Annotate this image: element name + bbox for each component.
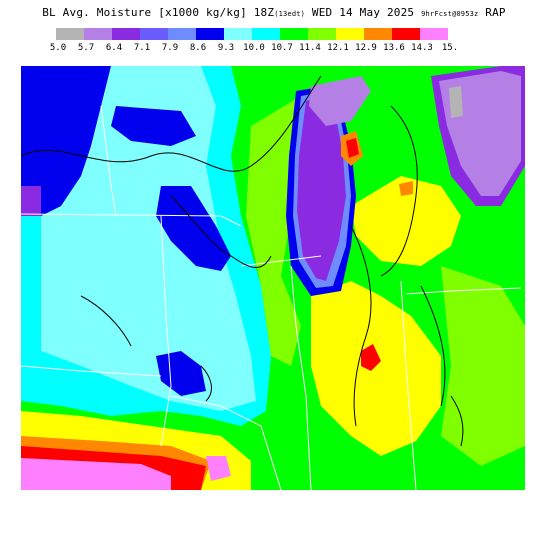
orange-spot-east xyxy=(399,181,413,196)
lake-michigan-north-lavender xyxy=(309,76,371,126)
pink-region-southwest xyxy=(21,458,171,490)
legend-tick-label: 8.6 xyxy=(189,43,207,53)
pink-region-south-central xyxy=(206,456,231,481)
red-spot-michigan xyxy=(346,138,359,158)
contour-lines xyxy=(21,75,464,447)
legend-swatch xyxy=(420,28,448,40)
yellow-region-central xyxy=(311,281,441,456)
light-cyan-region xyxy=(41,66,256,411)
legend-swatch xyxy=(364,28,392,40)
title-model: RAP xyxy=(478,6,506,19)
blue-region-south xyxy=(156,351,206,396)
blue-region-northwest xyxy=(21,66,111,216)
legend-swatch xyxy=(196,28,224,40)
legend-swatch xyxy=(84,28,112,40)
moisture-map xyxy=(21,66,525,490)
legend-swatch xyxy=(224,28,252,40)
legend-tick-label: 10.0 xyxy=(243,43,265,53)
legend-swatch xyxy=(140,28,168,40)
title-init-time: (13edt) xyxy=(274,10,306,18)
legend-swatch xyxy=(56,28,84,40)
title-date: WED 14 May 2025 xyxy=(305,6,422,19)
legend-tick-label: 7.9 xyxy=(161,43,179,53)
legend-swatch xyxy=(392,28,420,40)
legend-swatch xyxy=(112,28,140,40)
blue-region-north-strip xyxy=(111,106,196,146)
legend-tick-label: 12.9 xyxy=(355,43,377,53)
map-title: BL Avg. Moisture [x1000 kg/kg] 18Z(13edt… xyxy=(0,6,548,19)
yellow-green-southeast xyxy=(441,266,525,466)
yellow-region-east xyxy=(351,176,461,266)
legend-tick-label: 5.7 xyxy=(77,43,95,53)
title-run: 9hrFcst@0953z xyxy=(421,10,479,18)
legend-swatch xyxy=(336,28,364,40)
legend-tick-label: 15. xyxy=(441,43,459,53)
legend-swatch xyxy=(308,28,336,40)
legend-tick-label: 11.4 xyxy=(299,43,321,53)
title-main: BL Avg. Moisture [x1000 kg/kg] 18Z xyxy=(42,6,275,19)
lake-michigan-purple xyxy=(297,96,346,281)
legend-tick-label: 10.7 xyxy=(271,43,293,53)
color-legend xyxy=(56,28,448,40)
lake-huron-gray xyxy=(449,86,463,118)
legend-tick-label: 14.3 xyxy=(411,43,433,53)
legend-tick-label: 9.3 xyxy=(217,43,235,53)
legend-tick-label: 12.1 xyxy=(327,43,349,53)
red-spot-central xyxy=(361,344,381,371)
legend-swatch xyxy=(280,28,308,40)
purple-patch-west xyxy=(21,186,41,216)
legend-tick-label: 6.4 xyxy=(105,43,123,53)
blue-region-central xyxy=(156,186,231,271)
legend-tick-label: 7.1 xyxy=(133,43,151,53)
legend-swatch xyxy=(252,28,280,40)
state-borders xyxy=(21,105,522,490)
legend-tick-label: 5.0 xyxy=(49,43,67,53)
legend-swatch xyxy=(168,28,196,40)
legend-tick-label: 13.6 xyxy=(383,43,405,53)
